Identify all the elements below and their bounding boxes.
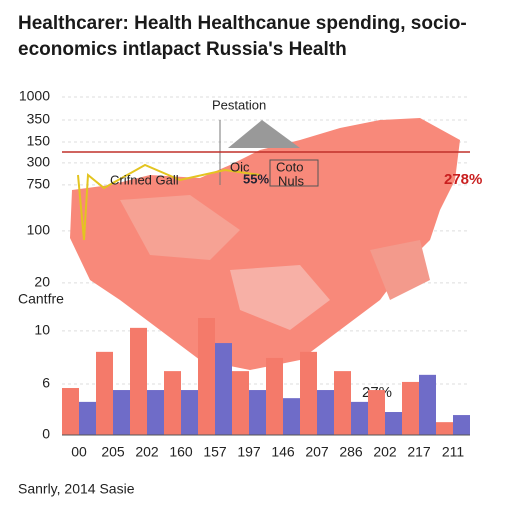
x-tick-label: 205 [101,444,125,460]
bar [334,371,351,435]
yellow-line [77,163,261,241]
x-tick-label: 160 [169,444,193,460]
map-background [62,118,470,370]
bar [249,390,266,435]
y-tick-label: 20 [34,274,50,290]
bar [130,327,147,435]
map-region [230,265,330,330]
annotation: Coto [276,159,303,174]
bar [385,412,402,435]
bar [351,401,368,435]
bar [436,422,453,435]
bar [198,318,215,435]
y-tick-label: 300 [27,154,51,170]
x-tick-label: 00 [71,444,87,460]
x-tick-label: 207 [305,444,329,460]
x-tick-label: 157 [203,444,227,460]
map-region [120,195,240,260]
bar [402,381,419,435]
y-tick-label: 1000 [19,88,50,104]
annotation: Oic [230,159,250,174]
bar [266,357,283,435]
y-tick-label: 350 [27,111,51,127]
y-axis-label: Cantfre [18,291,64,307]
x-tick-label: 217 [407,444,431,460]
bar [300,351,317,435]
y-tick-label: 150 [27,133,51,149]
x-tick-label: 202 [373,444,397,460]
map-shape [70,118,460,370]
bar [113,390,130,435]
x-tick-label: 286 [339,444,363,460]
x-tick-label: 211 [442,444,465,460]
triangle-icon [228,120,300,148]
bar [181,390,198,435]
bar [96,351,113,435]
annotation: Pestation [212,97,266,112]
y-tick-label: 6 [42,375,50,391]
bar [79,401,96,435]
x-tick-label: 197 [237,444,261,460]
x-tick-label: 202 [135,444,159,460]
bar [317,390,334,435]
y-tick-label: 10 [34,322,50,338]
callout-box [269,159,319,187]
y-tick-label: 0 [42,426,50,442]
annotation: Nuls [278,173,305,188]
annotation: 278% [444,171,482,188]
chart-title: Healthcarer: Health Healthcanue spending… [18,13,467,34]
bar [164,371,181,435]
bar [453,415,470,435]
annotation: Crifned Gall [110,172,179,187]
bar [368,390,385,435]
y-tick-label: 750 [27,176,51,192]
y-tick-label: 100 [27,222,51,238]
map-region [370,240,430,300]
chart-title: economics intlapact Russia's Health [18,39,347,60]
bar [215,343,232,435]
bar [232,371,249,435]
source: Sanrly, 2014 Sasie [18,481,135,497]
annotation: 55% [243,171,269,186]
bar [283,398,300,435]
x-tick-label: 146 [271,444,295,460]
bar [62,388,79,435]
bar [419,374,436,435]
bar [147,390,164,435]
